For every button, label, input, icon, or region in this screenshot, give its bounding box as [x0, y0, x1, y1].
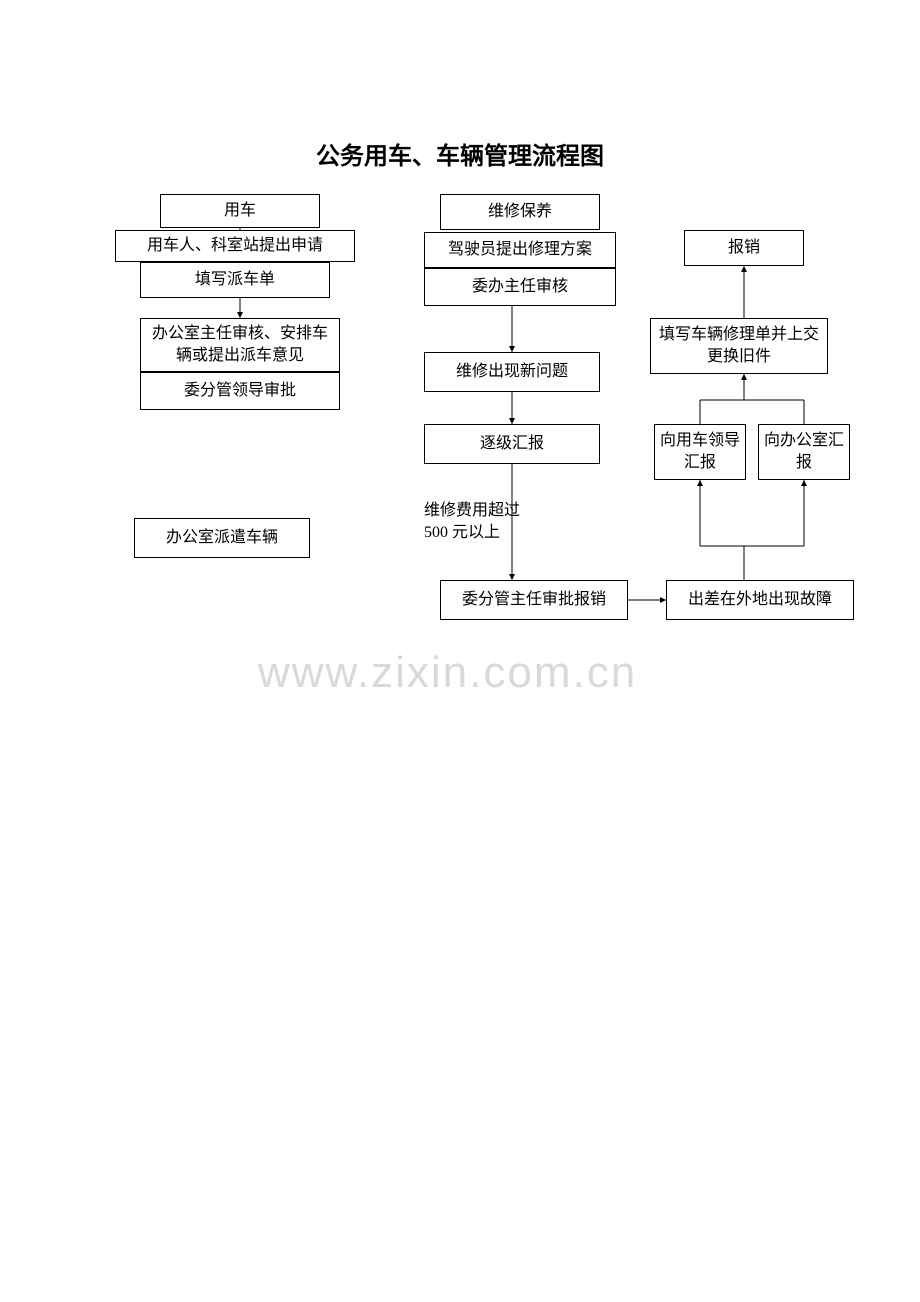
flow-node-m6: 委分管主任审批报销 — [440, 580, 628, 620]
flow-node-r4: 向办公室汇报 — [758, 424, 850, 480]
flow-node-r2: 填写车辆修理单并上交更换旧件 — [650, 318, 828, 374]
flow-node-n2: 用车人、科室站提出申请 — [115, 230, 355, 262]
flow-node-n1: 用车 — [160, 194, 320, 228]
flow-node-r1: 报销 — [684, 230, 804, 266]
watermark: www.zixin.com.cn — [258, 648, 637, 698]
flow-node-m5: 逐级汇报 — [424, 424, 600, 464]
flow-node-m1: 维修保养 — [440, 194, 600, 230]
flow-node-m4: 维修出现新问题 — [424, 352, 600, 392]
flow-node-n5: 委分管领导审批 — [140, 372, 340, 410]
flow-node-m2: 驾驶员提出修理方案 — [424, 232, 616, 268]
flow-node-n3: 填写派车单 — [140, 262, 330, 298]
flow-node-r5: 出差在外地出现故障 — [666, 580, 854, 620]
flow-label-l1: 维修费用超过 500 元以上 — [424, 500, 520, 545]
flow-node-n6: 办公室派遣车辆 — [134, 518, 310, 558]
flow-node-m3: 委办主任审核 — [424, 268, 616, 306]
flow-node-r3: 向用车领导汇报 — [654, 424, 746, 480]
page-title: 公务用车、车辆管理流程图 — [0, 136, 920, 171]
flow-node-n4: 办公室主任审核、安排车辆或提出派车意见 — [140, 318, 340, 372]
